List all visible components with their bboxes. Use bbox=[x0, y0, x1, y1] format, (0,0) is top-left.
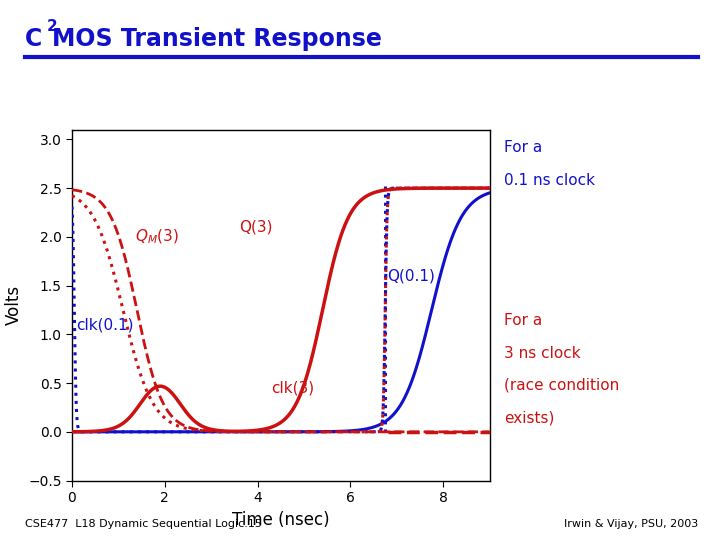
Text: Q(3): Q(3) bbox=[239, 220, 273, 235]
Text: CSE477  L18 Dynamic Sequential Logic.15: CSE477 L18 Dynamic Sequential Logic.15 bbox=[25, 519, 262, 529]
Text: For a: For a bbox=[504, 313, 542, 328]
X-axis label: Time (nsec): Time (nsec) bbox=[232, 511, 330, 529]
Text: (race condition: (race condition bbox=[504, 378, 619, 393]
Text: Irwin & Vijay, PSU, 2003: Irwin & Vijay, PSU, 2003 bbox=[564, 519, 698, 529]
Text: clk(0.1): clk(0.1) bbox=[76, 318, 133, 333]
Text: 2: 2 bbox=[47, 19, 58, 34]
Text: 0.1 ns clock: 0.1 ns clock bbox=[504, 173, 595, 188]
Text: 3 ns clock: 3 ns clock bbox=[504, 346, 580, 361]
Text: MOS Transient Response: MOS Transient Response bbox=[52, 27, 382, 51]
Text: Q(0.1): Q(0.1) bbox=[387, 269, 436, 284]
Text: clk(3): clk(3) bbox=[271, 381, 315, 396]
Text: C: C bbox=[25, 27, 42, 51]
Text: For a: For a bbox=[504, 140, 542, 156]
Text: exists): exists) bbox=[504, 410, 554, 426]
Y-axis label: Volts: Volts bbox=[4, 285, 22, 325]
Text: $Q_M(3)$: $Q_M(3)$ bbox=[135, 228, 179, 246]
